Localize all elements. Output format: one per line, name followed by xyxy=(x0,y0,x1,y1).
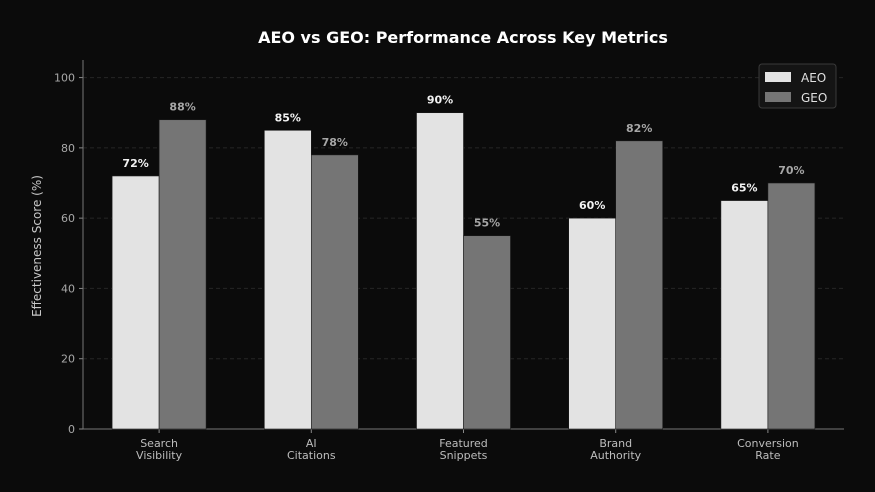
bar-geo xyxy=(158,119,207,430)
legend-label-aeo: AEO xyxy=(801,71,826,85)
x-tick-label: Rate xyxy=(755,449,780,462)
y-axis-label: Effectiveness Score (%) xyxy=(30,175,44,317)
data-label-geo: 55% xyxy=(474,217,500,230)
legend-label-geo: GEO xyxy=(801,91,827,105)
x-tick-label: Visibility xyxy=(136,449,183,462)
bar-aeo xyxy=(263,129,312,430)
y-tick-label: 0 xyxy=(68,423,75,436)
data-label-aeo: 60% xyxy=(579,199,605,212)
bar-aeo xyxy=(720,200,769,430)
bar-geo xyxy=(615,140,664,430)
bar-geo xyxy=(310,154,359,430)
x-tick-label: Featured xyxy=(439,437,488,450)
x-tick-label: Conversion xyxy=(737,437,799,450)
legend-swatch-geo xyxy=(765,92,791,102)
legend: AEO GEO xyxy=(758,63,837,109)
data-label-geo: 78% xyxy=(322,136,348,149)
x-tick-label: Authority xyxy=(590,449,641,462)
y-tick-label: 100 xyxy=(54,72,75,85)
data-label-geo: 70% xyxy=(778,164,804,177)
y-tick-label: 60 xyxy=(61,212,75,225)
data-label-geo: 88% xyxy=(169,101,195,114)
bar-geo xyxy=(463,235,511,430)
data-label-aeo: 90% xyxy=(427,94,453,107)
bar-geo xyxy=(767,182,816,430)
chart-title: AEO vs GEO: Performance Across Key Metri… xyxy=(258,28,668,47)
data-label-geo: 82% xyxy=(626,122,652,135)
legend-swatch-aeo xyxy=(765,72,791,82)
y-tick-label: 40 xyxy=(61,282,75,295)
bar-aeo xyxy=(111,175,160,430)
y-tick-label: 20 xyxy=(61,353,75,366)
data-label-aeo: 85% xyxy=(275,111,301,124)
data-labels: 72% 88% 85% 78% 90% 55% 60% 82% 65% 70% xyxy=(122,94,804,230)
bar-aeo xyxy=(568,217,617,430)
x-tick-label: AI xyxy=(306,437,317,450)
x-tick-label: Search xyxy=(140,437,178,450)
data-label-aeo: 65% xyxy=(731,182,757,195)
data-label-aeo: 72% xyxy=(122,157,148,170)
x-tick-label: Citations xyxy=(287,449,336,462)
bar-aeo xyxy=(416,112,464,430)
bars xyxy=(111,112,816,430)
x-tick-label: Snippets xyxy=(440,449,488,462)
y-tick-label: 80 xyxy=(61,142,75,155)
x-tick-label: Brand xyxy=(599,437,632,450)
